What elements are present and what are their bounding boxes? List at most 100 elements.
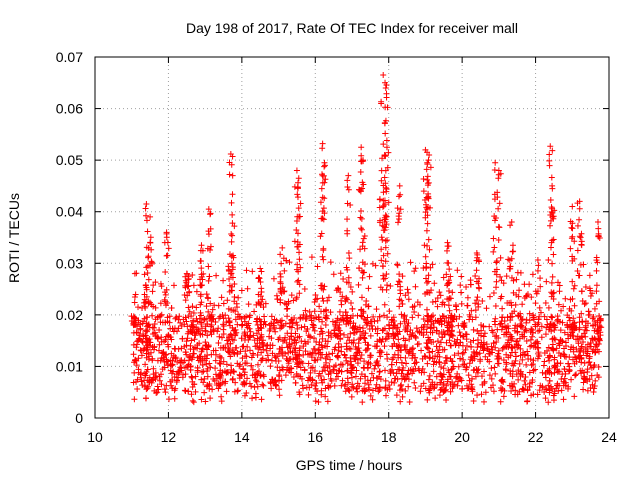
data-point xyxy=(385,149,392,156)
data-point xyxy=(474,294,481,301)
data-point xyxy=(444,281,451,288)
data-point xyxy=(230,327,237,334)
data-point xyxy=(245,320,252,327)
data-point xyxy=(311,368,318,375)
data-point xyxy=(469,375,476,382)
data-point xyxy=(305,391,312,398)
data-point xyxy=(507,222,514,229)
data-point xyxy=(530,357,537,364)
data-point xyxy=(188,328,195,335)
data-point xyxy=(486,372,493,379)
data-point xyxy=(212,371,219,378)
data-point xyxy=(309,321,316,328)
data-point xyxy=(542,331,549,338)
data-point xyxy=(183,279,190,286)
data-point xyxy=(151,329,158,336)
data-point xyxy=(491,217,498,224)
x-tick-label: 24 xyxy=(601,429,617,445)
data-point xyxy=(387,370,394,377)
data-point xyxy=(173,314,180,321)
data-point xyxy=(428,287,435,294)
data-point xyxy=(276,373,283,380)
data-point xyxy=(451,338,458,345)
data-point xyxy=(428,339,435,346)
data-point xyxy=(296,256,303,263)
data-point xyxy=(490,248,497,255)
x-tick-label: 16 xyxy=(307,429,323,445)
data-point xyxy=(301,366,308,373)
data-point xyxy=(190,282,197,289)
data-point xyxy=(502,343,509,350)
data-point xyxy=(213,272,220,279)
data-point xyxy=(519,371,526,378)
data-point xyxy=(277,251,284,258)
data-point xyxy=(288,340,295,347)
data-point xyxy=(365,381,372,388)
data-point xyxy=(165,245,172,252)
data-point xyxy=(205,343,212,350)
data-point xyxy=(284,313,291,320)
data-point xyxy=(508,388,515,395)
data-point xyxy=(425,278,432,285)
data-point xyxy=(441,330,448,337)
data-point xyxy=(362,373,369,380)
data-point xyxy=(383,221,390,228)
data-point xyxy=(322,367,329,374)
data-point xyxy=(429,298,436,305)
data-point xyxy=(142,327,149,334)
data-point xyxy=(218,393,225,400)
data-point xyxy=(520,385,527,392)
data-point xyxy=(162,319,169,326)
data-point xyxy=(578,288,585,295)
data-point xyxy=(488,365,495,372)
data-point xyxy=(231,388,238,395)
data-point xyxy=(138,352,145,359)
data-point xyxy=(201,375,208,382)
data-point xyxy=(543,278,550,285)
data-point xyxy=(497,320,504,327)
data-point xyxy=(383,351,390,358)
data-point xyxy=(190,318,197,325)
data-point xyxy=(201,357,208,364)
y-tick-label: 0.06 xyxy=(56,101,83,117)
data-point xyxy=(534,267,541,274)
data-point xyxy=(413,325,420,332)
data-point xyxy=(390,314,397,321)
data-point xyxy=(345,320,352,327)
data-point xyxy=(519,356,526,363)
data-point xyxy=(594,326,601,333)
data-point xyxy=(349,325,356,332)
data-point xyxy=(330,366,337,373)
data-point xyxy=(328,334,335,341)
data-point xyxy=(278,260,285,267)
data-point xyxy=(538,323,545,330)
data-point xyxy=(271,316,278,323)
data-point xyxy=(515,367,522,374)
data-point xyxy=(449,385,456,392)
data-point xyxy=(556,340,563,347)
data-point xyxy=(224,297,231,304)
data-point xyxy=(508,219,515,226)
data-point xyxy=(218,398,225,405)
x-tick-labels: 10 12 14 16 18 20 22 24 xyxy=(87,429,617,445)
data-point xyxy=(359,325,366,332)
data-point xyxy=(421,369,428,376)
data-point xyxy=(310,345,317,352)
data-point xyxy=(189,329,196,336)
data-point xyxy=(362,301,369,308)
data-point xyxy=(474,367,481,374)
data-point xyxy=(567,296,574,303)
data-point xyxy=(450,315,456,322)
data-point xyxy=(409,303,416,310)
y-tick-label: 0.01 xyxy=(56,358,83,374)
data-point xyxy=(545,382,552,389)
data-point xyxy=(390,335,397,342)
data-point xyxy=(468,307,475,314)
data-point xyxy=(430,312,437,319)
data-point xyxy=(448,366,455,373)
data-point xyxy=(488,327,495,334)
data-point xyxy=(398,311,405,318)
data-point xyxy=(205,231,212,238)
data-point xyxy=(204,382,211,389)
data-point xyxy=(190,350,197,357)
